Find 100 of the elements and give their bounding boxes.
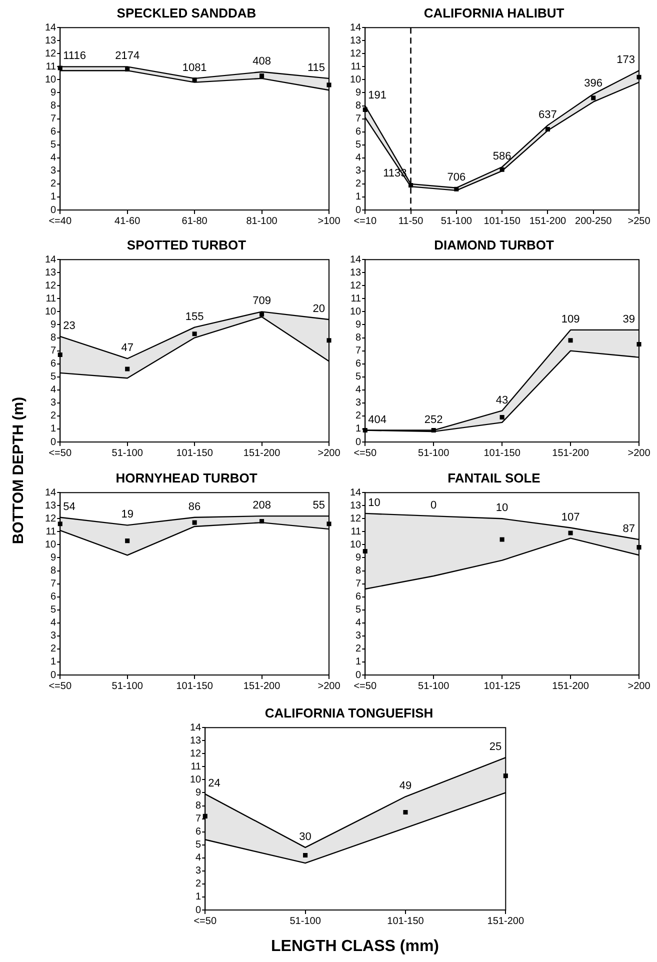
y-tick-label: 6: [50, 126, 57, 138]
annotation: 43: [496, 394, 508, 406]
annotation: 47: [121, 342, 134, 354]
x-tick-label: 51-100: [112, 680, 144, 692]
y-tick-label: 5: [50, 372, 57, 383]
y-tick-label: 5: [356, 140, 362, 151]
y-tick-label: 4: [356, 618, 362, 629]
y-tick-label: 8: [356, 332, 362, 344]
y-tick-label: 0: [50, 670, 57, 681]
x-tick-label: <=50: [354, 448, 377, 459]
y-tick-label: 11: [350, 526, 362, 538]
x-tick-label: 151-200: [243, 448, 281, 459]
y-tick-label: 12: [190, 748, 202, 760]
y-tick-label: 6: [196, 826, 202, 838]
y-tick-label: 0: [50, 204, 57, 216]
annotation: 20: [312, 303, 325, 316]
annotation: 706: [447, 171, 466, 184]
y-tick-label: 11: [46, 61, 57, 72]
y-tick-label: 1: [356, 192, 362, 203]
y-tick-label: 13: [45, 35, 57, 46]
y-tick-label: 1: [196, 892, 202, 903]
y-tick-label: 2: [356, 644, 362, 655]
y-tick-label: 10: [45, 539, 57, 550]
y-tick-label: 0: [356, 670, 362, 681]
y-tick-label: 13: [350, 267, 362, 278]
y-tick-label: 0: [50, 436, 57, 448]
x-tick-label: 151-200: [529, 216, 566, 227]
x-tick-label: 51-100: [418, 448, 450, 459]
y-tick-label: 12: [45, 48, 57, 60]
chart-title: CALIFORNIA TONGUEFISH: [264, 705, 434, 720]
x-tick-label: >200: [318, 680, 341, 692]
y-tick-label: 0: [356, 436, 362, 448]
y-tick-label: 1: [356, 424, 362, 435]
y-tick-label: 5: [50, 604, 57, 616]
y-tick-label: 7: [356, 346, 362, 357]
x-tick-label: 151-200: [243, 680, 281, 692]
x-tick-label: >200: [628, 448, 651, 459]
y-tick-label: 6: [356, 126, 362, 138]
x-tick-label: 151-200: [487, 916, 524, 927]
annotation: 107: [561, 511, 580, 524]
annotation: 396: [584, 78, 603, 90]
x-tick-label: 101-150: [176, 448, 214, 459]
annotation: 86: [188, 500, 201, 513]
y-tick-label: 9: [356, 319, 362, 330]
y-tick-label: 6: [50, 358, 57, 370]
y-tick-label: 11: [46, 293, 57, 304]
y-tick-label: 4: [196, 852, 202, 864]
y-tick-label: 2: [50, 410, 57, 422]
y-tick-label: 11: [350, 293, 362, 304]
x-tick-label: <=40: [48, 216, 72, 227]
x-tick-label: 151-200: [552, 680, 590, 692]
x-tick-label: <=50: [194, 916, 217, 927]
annotation: 19: [121, 508, 134, 521]
y-tick-label: 3: [356, 398, 362, 409]
x-tick-label: 51-100: [440, 216, 472, 227]
y-tick-label: 5: [196, 840, 202, 851]
annotation: 637: [538, 108, 557, 121]
y-tick-label: 1: [50, 192, 57, 203]
y-tick-label: 13: [45, 267, 57, 278]
chart-title: HORNYHEAD TURBOT: [116, 470, 258, 486]
y-tick-label: 14: [350, 487, 362, 498]
y-tick-label: 12: [350, 280, 362, 292]
x-tick-label: 61-80: [182, 216, 208, 227]
x-tick-label: <=50: [48, 448, 72, 459]
y-tick-label: 2: [50, 644, 57, 655]
y-tick-label: 4: [356, 152, 362, 164]
y-tick-label: 4: [50, 384, 57, 396]
x-tick-label: 101-150: [387, 916, 424, 927]
annotation: 30: [299, 830, 312, 843]
y-tick-label: 0: [356, 204, 362, 216]
y-tick-label: 10: [45, 306, 57, 318]
y-tick-label: 9: [196, 787, 202, 798]
y-tick-label: 10: [350, 74, 362, 86]
y-tick-label: 5: [356, 372, 362, 383]
x-tick-label: 51-100: [112, 448, 144, 459]
y-tick-label: 1: [50, 656, 57, 668]
annotation: 115: [307, 62, 325, 74]
annotation: 586: [492, 150, 512, 163]
annotation: 49: [399, 780, 412, 792]
annotation: 87: [622, 523, 635, 536]
y-tick-label: 5: [356, 604, 362, 616]
chart-title: SPECKLED SANDDAB: [116, 5, 256, 20]
y-tick-label: 4: [50, 152, 57, 164]
x-tick-label: >100: [318, 216, 341, 227]
annotation: 404: [368, 414, 386, 426]
y-tick-label: 14: [45, 254, 57, 266]
x-tick-label: <=50: [48, 680, 72, 692]
y-tick-label: 13: [350, 500, 362, 512]
y-tick-label: 7: [356, 114, 362, 125]
y-tick-label: 11: [350, 61, 362, 72]
x-tick-label: >250: [628, 216, 651, 227]
y-tick-label: 4: [50, 618, 57, 629]
y-tick-label: 7: [50, 346, 57, 357]
annotation: 173: [616, 54, 635, 66]
annotation: 23: [63, 320, 76, 332]
y-tick-label: 8: [356, 100, 362, 112]
chart-title: DIAMOND TURBOT: [434, 237, 554, 252]
x-tick-label: 151-200: [552, 448, 590, 459]
x-tick-label: <=50: [354, 680, 377, 692]
chart-title: SPOTTED TURBOT: [126, 237, 246, 252]
